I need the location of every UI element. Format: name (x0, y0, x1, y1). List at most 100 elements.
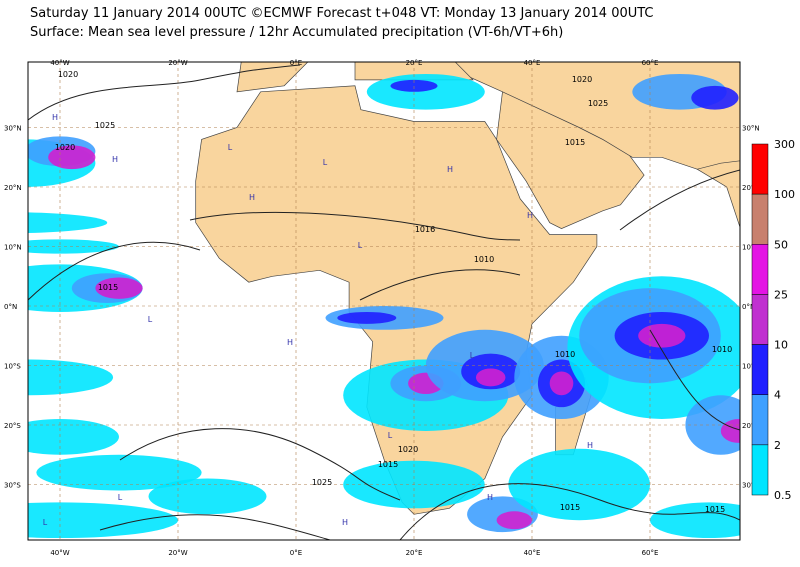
pressure-centre: L (118, 493, 123, 502)
colorbar-label: 2 (774, 439, 781, 452)
latitude-label-right: 20°N (742, 184, 760, 192)
isobar-label: 1020 (572, 75, 592, 84)
isobar-label: 1015 (560, 503, 580, 512)
precip-area (496, 511, 532, 530)
longitude-label-bottom: 20°E (406, 549, 423, 557)
pressure-centre: L (323, 158, 328, 167)
pressure-centre: H (249, 193, 255, 202)
colorbar-label: 100 (774, 188, 795, 201)
isobar-label: 1025 (95, 121, 115, 130)
colorbar-label: 300 (774, 138, 795, 151)
latitude-label-left: 20°S (4, 422, 21, 430)
precip-area (28, 419, 119, 455)
isobar (189, 211, 521, 241)
pressure-centre: H (287, 338, 293, 347)
isobar (28, 64, 301, 121)
graticule (28, 62, 740, 540)
latitude-label-right: 0°N (742, 303, 755, 311)
pressure-centre: L (470, 351, 475, 360)
map-frame (27, 61, 741, 541)
pressure-centre: L (228, 143, 233, 152)
colorbar-segment (751, 344, 769, 395)
longitude-label-top: 20°E (406, 59, 423, 67)
precip-area (28, 359, 114, 396)
isobar (28, 241, 201, 301)
pressure-centre: L (43, 518, 48, 527)
latitude-label-left: 20°N (4, 184, 22, 192)
pressure-centre: H (487, 493, 493, 502)
precip-area (475, 368, 506, 387)
latitude-label-left: 30°N (4, 125, 22, 133)
pressure-centre: L (148, 315, 153, 324)
isobar-label: 1020 (58, 70, 78, 79)
colorbar-segment (751, 444, 769, 496)
isobar-label: 1020 (55, 143, 75, 152)
precip-area (549, 371, 574, 396)
labels: 1020 1025 1020 1015 1016 1010 1015 1010 1020 1025… (4, 59, 760, 557)
colorbar-label: 25 (774, 288, 788, 301)
isobar-label: 1015 (565, 138, 585, 147)
pressure-centre: H (447, 165, 453, 174)
precip-area (95, 277, 143, 299)
isobar (99, 514, 331, 540)
subtitle: Surface: Mean sea level pressure / 12hr … (30, 25, 563, 40)
colorbar-segment (751, 294, 769, 345)
pressure-centre: L (388, 431, 393, 440)
longitude-label-top: 40°W (50, 59, 69, 67)
pressure-centre: H (112, 155, 118, 164)
precip-area (28, 239, 119, 254)
precip-area (650, 502, 740, 539)
pressure-centre: H (52, 113, 58, 122)
colorbar-label: 50 (774, 238, 788, 251)
isobar (619, 169, 740, 231)
isobar-label: 1015 (378, 460, 398, 469)
colorbar-segment (751, 193, 769, 245)
isobar-label: 1016 (415, 225, 435, 234)
pressure-centre: H (587, 441, 593, 450)
isobar-label: 1010 (712, 345, 732, 354)
title: Saturday 11 January 2014 00UTC ©ECMWF Fo… (30, 6, 654, 21)
latitude-label-left: 10°N (4, 244, 22, 252)
precip-area (508, 448, 650, 521)
isobar-label: 1025 (588, 99, 608, 108)
isobar (649, 329, 740, 431)
isobar-label: 1010 (474, 255, 494, 264)
longitude-label-bottom: 0°E (290, 549, 302, 557)
precip-area (691, 85, 739, 110)
precip-area (36, 454, 202, 491)
latitude-label-left: 0°N (4, 303, 17, 311)
precip-area (638, 323, 686, 348)
latitude-label-right: 10°S (742, 363, 759, 371)
colorbar-segment (751, 244, 769, 295)
longitude-label-top: 20°W (168, 59, 187, 67)
colorbar-segment (751, 143, 769, 195)
landmass (236, 62, 309, 93)
colorbar-label: 0.5 (774, 489, 792, 502)
colorbar-segment (751, 394, 769, 446)
colorbar-label: 4 (774, 389, 781, 402)
precip-area (366, 73, 485, 110)
isobar-label: 1010 (555, 350, 575, 359)
longitude-label-bottom: 40°E (524, 549, 541, 557)
isobar-label: 1015 (705, 505, 725, 514)
isobar (359, 269, 521, 301)
isobar (119, 428, 401, 501)
latitude-label-left: 10°S (4, 363, 21, 371)
latitude-label-left: 30°S (4, 482, 21, 490)
colorbar-label: 10 (774, 339, 788, 352)
longitude-label-bottom: 60°E (642, 549, 659, 557)
isobar-label: 1015 (98, 283, 118, 292)
precip-area (148, 478, 267, 515)
colorbar: 300 100 50 25 10 4 2 0.5 (751, 138, 795, 502)
latitude-label-right: 10°N (742, 244, 760, 252)
precipitation (28, 73, 740, 539)
precip-area (48, 145, 96, 170)
latitude-label-right: 20°S (742, 422, 759, 430)
precip-area (28, 502, 178, 539)
latitude-label-right: 30°S (742, 482, 759, 490)
latitude-label-right: 30°N (742, 125, 760, 133)
pressure-centre: L (358, 241, 363, 250)
longitude-label-bottom: 40°W (50, 549, 69, 557)
precip-area (337, 311, 397, 324)
